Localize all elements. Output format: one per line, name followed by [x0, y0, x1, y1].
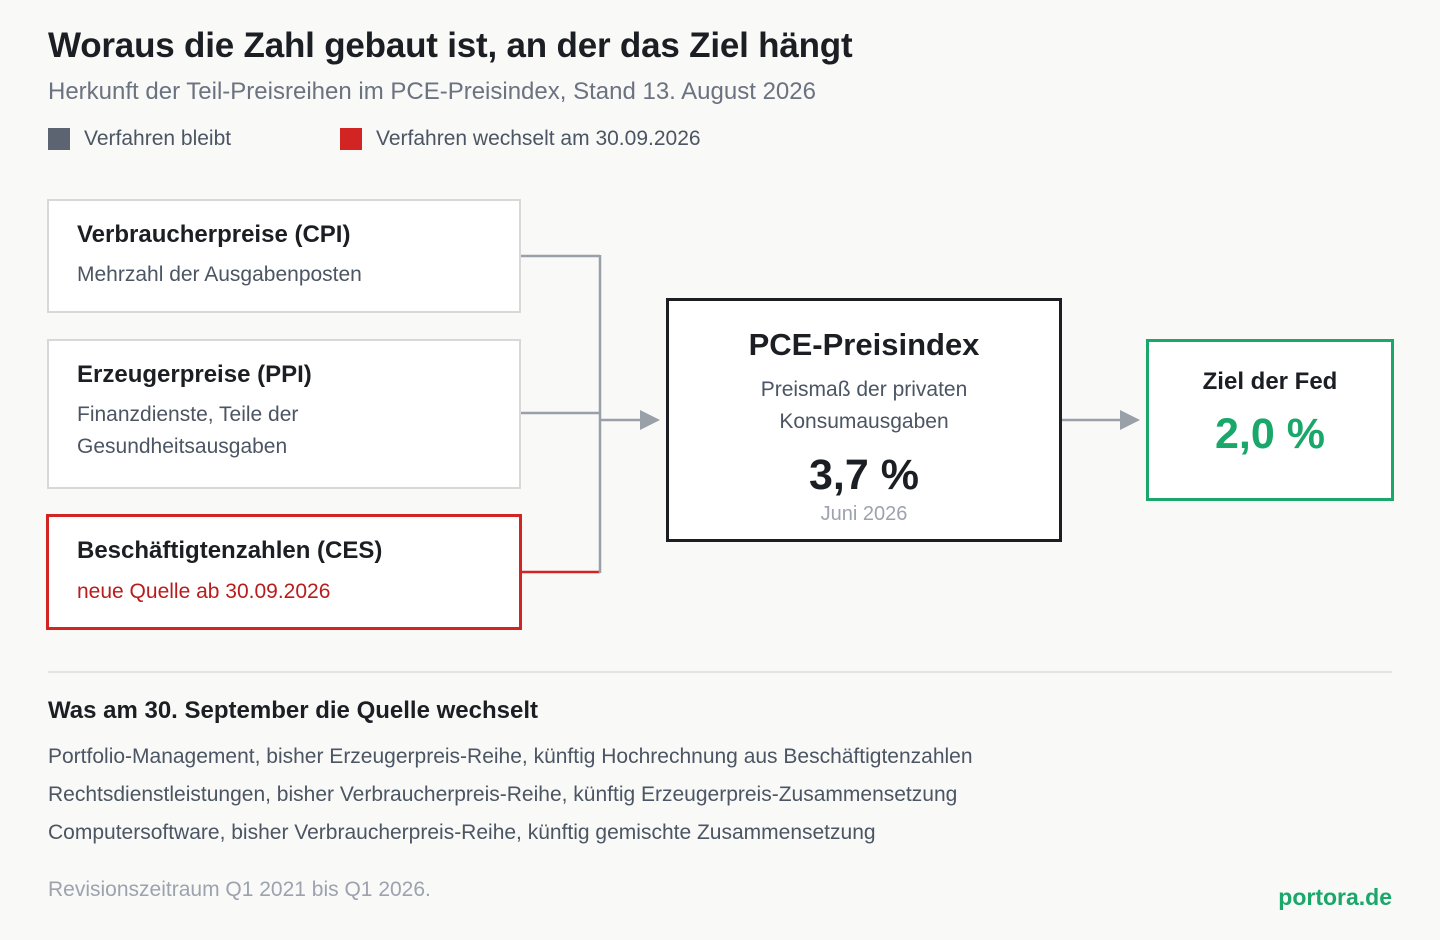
change-item: Portfolio-Management, bisher Erzeugerpre…: [48, 745, 973, 768]
pce-box: PCE-Preisindex Preismaß der privaten Kon…: [666, 298, 1062, 542]
fed-target-box: Ziel der Fed 2,0 %: [1146, 339, 1394, 501]
source-box-ces: Beschäftigtenzahlen (CES) neue Quelle ab…: [46, 514, 522, 630]
section-divider: [48, 671, 1392, 673]
legend-label-keep: Verfahren bleibt: [84, 127, 232, 150]
legend-item-change: Verfahren wechselt am 30.09.2026: [340, 127, 701, 151]
pce-date: Juni 2026: [820, 503, 908, 525]
arrow-head-pce: [640, 410, 660, 430]
source-desc-ppi: Finanzdienste, Teile der Gesundheitsausg…: [77, 403, 299, 458]
change-item: Rechtsdienstleistungen, bisher Verbrauch…: [48, 783, 958, 806]
pce-desc: Preismaß der privaten Konsumausgaben: [760, 378, 968, 433]
source-box-cpi: Verbraucherpreise (CPI) Mehrzahl der Aus…: [47, 199, 521, 313]
legend-swatch-keep: [48, 128, 70, 150]
brand-logo-text: portora.de: [1278, 884, 1392, 910]
source-desc-ces: neue Quelle ab 30.09.2026: [77, 580, 331, 603]
fed-value: 2,0 %: [1215, 410, 1325, 458]
chart-subtitle: Herkunft der Teil-Preisreihen im PCE-Pre…: [48, 78, 816, 105]
source-box-ppi: Erzeugerpreise (PPI) Finanzdienste, Teil…: [47, 339, 521, 489]
chart-title: Woraus die Zahl gebaut ist, an der das Z…: [48, 26, 853, 65]
source-title-ppi: Erzeugerpreise (PPI): [77, 361, 312, 388]
legend-item-keep: Verfahren bleibt: [48, 127, 231, 151]
footnote: Revisionszeitraum Q1 2021 bis Q1 2026.: [48, 878, 431, 901]
changes-title: Was am 30. September die Quelle wechselt: [48, 697, 538, 724]
pce-title: PCE-Preisindex: [748, 327, 980, 362]
source-title-cpi: Verbraucherpreise (CPI): [77, 221, 351, 248]
change-item: Computersoftware, bisher Verbraucherprei…: [48, 821, 876, 844]
legend-swatch-change: [340, 128, 362, 150]
legend-label-change: Verfahren wechselt am 30.09.2026: [376, 127, 701, 150]
source-desc-cpi: Mehrzahl der Ausgabenposten: [77, 263, 362, 286]
arrow-head-fed: [1120, 410, 1140, 430]
fed-title: Ziel der Fed: [1202, 368, 1338, 395]
pce-value: 3,7 %: [809, 451, 919, 499]
source-title-ces: Beschäftigtenzahlen (CES): [77, 537, 383, 564]
